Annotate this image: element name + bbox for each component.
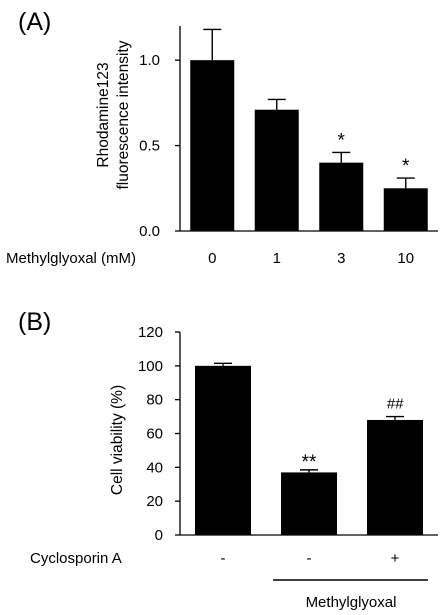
panel-a-significance-marker: * <box>402 156 410 177</box>
panel-a-ylabel-line2: fluorescence intensity <box>115 40 132 189</box>
panel-b-ytick-label: 100 <box>138 358 163 375</box>
panel-b-ylabel: Cell viability (%) <box>109 385 126 495</box>
panel-a-category-label: 10 <box>397 250 414 267</box>
panel-b-ytick-label: 40 <box>146 459 163 476</box>
panel-b-significance-marker: ## <box>387 396 404 413</box>
panel-a-label: (A) <box>18 8 51 36</box>
panel-b-bar <box>195 365 251 535</box>
panel-a: (A) Rhodamine123 fluorescence intensity … <box>6 8 438 267</box>
panel-a-ytick-label: 0.5 <box>139 138 160 155</box>
panel-b-bar <box>281 472 337 535</box>
panel-a-bar <box>190 60 235 231</box>
panel-b-label: (B) <box>18 308 51 336</box>
panel-b-ytick-label: 0 <box>155 527 163 544</box>
panel-b-xaxis-title: Cyclosporin A <box>30 550 122 567</box>
panel-b-category-label: - <box>221 550 226 567</box>
panel-a-bar <box>319 162 364 231</box>
panel-b-group-label: Methylglyoxal <box>306 594 397 611</box>
panel-a-bar <box>254 109 299 231</box>
panel-a-category-label: 0 <box>208 250 216 267</box>
panel-b-category-label: + <box>391 550 400 567</box>
panel-a-bar <box>383 188 428 231</box>
panel-a-ytick-label: 0.0 <box>139 223 160 240</box>
panel-a-xaxis-title: Methylglyoxal (mM) <box>6 250 136 267</box>
panel-a-category-label: 3 <box>337 250 345 267</box>
panel-b-ytick-label: 60 <box>146 426 163 443</box>
panel-b-ytick-label: 80 <box>146 392 163 409</box>
panel-b-significance-marker: ** <box>302 452 317 473</box>
panel-b-bar <box>367 419 423 535</box>
panel-b-category-label: - <box>307 550 312 567</box>
panel-a-category-label: 1 <box>273 250 281 267</box>
panel-b-ytick-label: 20 <box>146 493 163 510</box>
panel-a-significance-marker: * <box>338 130 346 151</box>
panel-b-ytick-label: 120 <box>138 324 163 341</box>
panel-a-ylabel-line1: Rhodamine123 <box>95 62 112 167</box>
panel-a-ytick-label: 1.0 <box>139 52 160 69</box>
panel-b: (B) Cell viability (%) Cyclosporin A Met… <box>18 308 438 611</box>
